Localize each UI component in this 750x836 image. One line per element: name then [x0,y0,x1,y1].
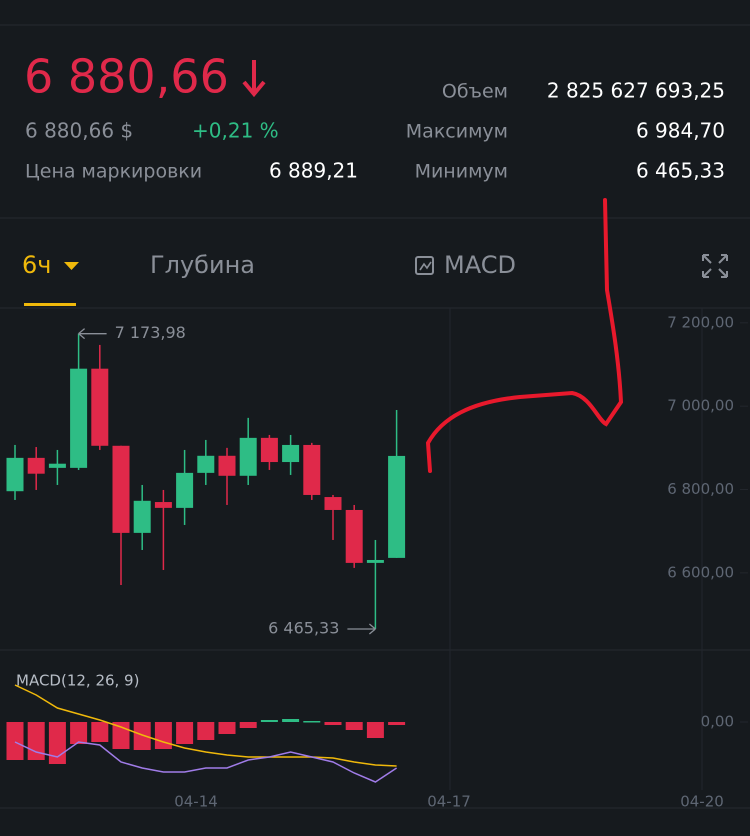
candle-body [27,457,45,474]
histogram-bar [303,721,321,723]
y-tick-label: 0,00 [701,713,734,731]
change: +0,21 % [192,119,279,143]
histogram-bar [133,722,151,750]
candle-body [282,444,300,463]
hand-drawn-annotation [425,198,624,473]
histogram-bar [260,720,278,722]
macd-icon-line [419,261,432,271]
y-tick-label: 6 800,00 [667,480,734,498]
min-arrow [347,623,376,635]
fullscreen-icon[interactable] [702,254,728,278]
candle-body [197,455,215,473]
x-tick-label: 04-20 [680,793,724,811]
candle-body [366,559,384,563]
candle-body [176,472,194,508]
max-label: 7 173,98 [115,323,186,342]
signal-line [14,741,398,783]
histogram-bar [239,722,257,728]
candle-body [218,455,236,476]
candle-body [48,463,66,468]
histogram-bar [91,722,109,742]
mark-price: 6 889,21 [269,159,358,183]
candle-body [303,444,321,495]
macd-line [14,684,397,767]
histogram-bar [282,719,300,722]
tab-label[interactable]: Глубина [150,251,255,279]
y-tick-label: 6 600,00 [667,563,734,581]
histogram-bar [345,722,363,730]
candle-body [70,368,88,468]
histogram-bar [112,722,130,749]
price-usd: 6 880,66 $ [25,119,133,143]
histogram-bar [218,722,236,734]
candle-body [6,457,24,492]
histogram-bar [176,722,194,744]
max-arrow [78,328,107,340]
stat-label: Объем [442,81,508,103]
y-tick-label: 7 200,00 [667,313,734,331]
macd-label: MACD(12, 26, 9) [16,672,139,690]
histogram-bar [27,722,45,760]
candle-body [260,437,278,463]
histogram-bar [388,722,406,725]
candle-body [133,500,151,533]
stat-label: Максимум [406,121,508,143]
candle-body [154,502,172,508]
price: 6 880,66 [24,50,229,104]
histogram-bar [197,722,215,740]
y-tick-label: 7 000,00 [667,397,734,415]
candle-body [388,455,406,558]
tab-label[interactable]: MACD [444,251,516,279]
tab-macd[interactable]: MACD [415,251,516,279]
candle-body [112,445,130,533]
candle-body [345,509,363,563]
dropdown-icon[interactable] [64,262,79,270]
stat-value: 2 825 627 693,25 [547,79,725,103]
candle-body [324,497,342,510]
stat-value: 6 984,70 [636,119,725,143]
down-arrow-icon [242,60,266,98]
tab-underline [24,303,76,306]
histogram-bar [6,722,24,760]
stat-value: 6 465,33 [636,159,725,183]
tab-label[interactable]: 6ч [22,251,51,279]
candle-body [239,437,257,476]
plot: 7 200,00 7 000,00 6 800,00 6 600,00 7 173,98… [6,313,748,811]
macd-icon[interactable] [415,256,434,275]
histogram-bar [154,722,172,749]
stat-label: Минимум [415,161,508,183]
histogram-bar [324,722,342,725]
min-label: 6 465,33 [268,619,339,638]
x-tick-label: 04-14 [174,793,218,811]
tab-6h[interactable]: 6ч [22,251,79,306]
histogram-bar [70,722,88,744]
histogram-bar [366,722,384,738]
x-tick-label: 04-17 [427,793,471,811]
candle-body [91,368,109,446]
mark-label: Цена маркировки [25,161,202,183]
